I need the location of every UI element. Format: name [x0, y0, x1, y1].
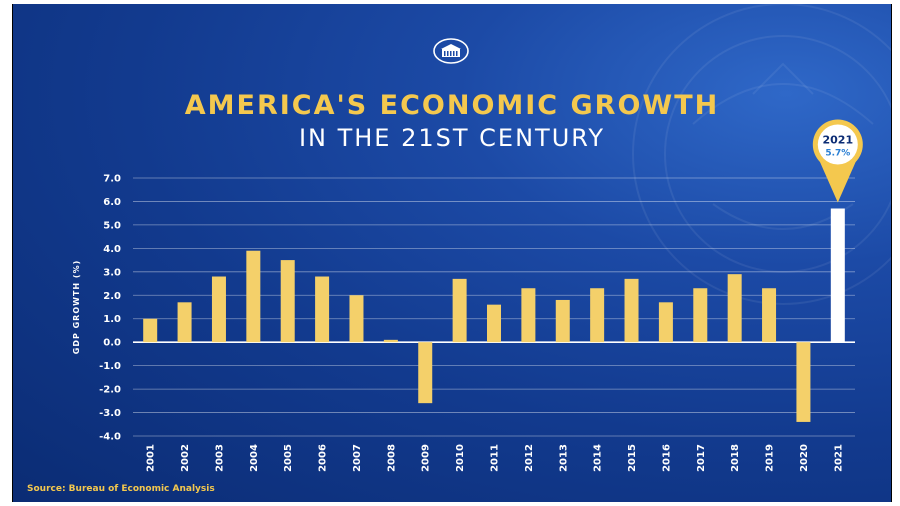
- y-tick-label: 3.0: [103, 267, 121, 278]
- y-tick-label: -2.0: [99, 385, 121, 396]
- bar-2001: [143, 318, 158, 343]
- bar-2011: [487, 304, 501, 343]
- x-tick-label: 2001: [146, 444, 157, 472]
- bar-2021: [830, 208, 845, 343]
- y-tick-label: -4.0: [99, 432, 121, 443]
- bar-chart: 7.0 6.0 5.0 4.0 3.0 2.0 1.0 0.0 -1.0 -2.0 -3.0 -4.0…: [72, 119, 863, 472]
- chart-subtitle: IN THE 21ST CENTURY: [298, 124, 606, 152]
- y-tick-label: 6.0: [103, 197, 121, 208]
- bar-2010: [452, 278, 467, 343]
- y-tick-label: 5.0: [103, 220, 121, 231]
- x-tick-label: 2004: [249, 444, 260, 472]
- bar-2004: [246, 250, 261, 343]
- y-tick-label: -1.0: [99, 361, 121, 372]
- bar-2017: [693, 288, 708, 343]
- bar-2020: [796, 342, 811, 422]
- source-note: Source: Bureau of Economic Analysis: [27, 484, 215, 494]
- bar-2007: [349, 295, 364, 343]
- bar-2014: [590, 288, 605, 343]
- y-tick-label: 0.0: [103, 338, 121, 349]
- highlight-callout: 2021 5.7%: [812, 119, 863, 203]
- x-tick-label: 2006: [318, 444, 329, 472]
- y-tick-label: 2.0: [103, 291, 121, 302]
- bar-2003: [211, 276, 226, 343]
- chart-frame: AMERICA'S ECONOMIC GROWTH IN THE 21ST CE…: [12, 4, 892, 502]
- bar-2013: [555, 299, 570, 343]
- y-tick-label: 7.0: [103, 174, 121, 185]
- callout-value: 5.7%: [825, 148, 850, 158]
- bar-2008: [383, 339, 398, 343]
- bar-2002: [177, 302, 192, 343]
- bar-2005: [280, 260, 295, 343]
- x-tick-label: 2014: [593, 444, 604, 472]
- x-tick-label: 2016: [661, 444, 672, 472]
- bar-2019: [762, 288, 777, 343]
- x-tick-label: 2005: [283, 444, 294, 472]
- x-tick-label: 2018: [730, 444, 741, 472]
- x-tick-label: 2021: [833, 444, 844, 472]
- x-tick-label: 2017: [696, 444, 707, 472]
- x-tick-label: 2009: [421, 444, 432, 472]
- bar-2009: [418, 342, 433, 404]
- x-tick-label: 2012: [524, 444, 535, 472]
- white-house-icon: [433, 38, 469, 64]
- x-tick-label: 2003: [214, 444, 225, 472]
- bar-2012: [521, 288, 536, 343]
- x-tick-label: 2007: [352, 444, 363, 472]
- y-axis-label: GDP GROWTH (%): [72, 260, 81, 354]
- x-tick-label: 2011: [490, 444, 501, 472]
- bar-2006: [315, 276, 330, 343]
- x-tick-label: 2013: [558, 444, 569, 472]
- x-tick-label: 2020: [799, 444, 810, 472]
- bar-2016: [658, 302, 673, 343]
- y-tick-label: 1.0: [103, 314, 121, 325]
- callout-pin-inner: [817, 124, 858, 165]
- x-tick-label: 2008: [386, 444, 397, 472]
- y-tick-label: -3.0: [99, 408, 121, 419]
- y-tick-label: 4.0: [103, 244, 121, 255]
- x-tick-label: 2002: [180, 444, 191, 472]
- callout-year: 2021: [822, 133, 853, 146]
- bar-2015: [624, 278, 639, 343]
- x-tick-label: 2010: [455, 444, 466, 472]
- bar-2018: [727, 274, 742, 343]
- x-tick-label: 2019: [765, 444, 776, 472]
- x-tick-label: 2015: [627, 444, 638, 472]
- chart-title: AMERICA'S ECONOMIC GROWTH: [184, 90, 720, 121]
